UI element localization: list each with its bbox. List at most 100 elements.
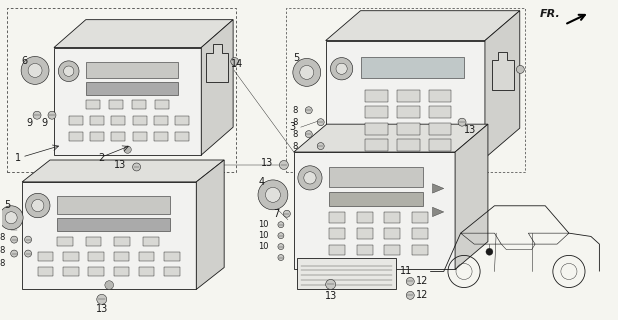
Text: 10: 10 bbox=[258, 242, 269, 251]
Polygon shape bbox=[22, 182, 197, 289]
Circle shape bbox=[97, 294, 107, 304]
Polygon shape bbox=[492, 52, 514, 90]
Bar bbox=[384, 212, 400, 222]
Text: 3: 3 bbox=[290, 122, 296, 132]
Bar bbox=[365, 139, 387, 151]
Bar bbox=[111, 116, 125, 125]
Circle shape bbox=[517, 66, 524, 73]
Polygon shape bbox=[206, 44, 228, 82]
Bar bbox=[139, 252, 154, 261]
Circle shape bbox=[326, 279, 336, 289]
Bar bbox=[143, 237, 159, 246]
Bar bbox=[384, 245, 400, 255]
Circle shape bbox=[21, 57, 49, 84]
Circle shape bbox=[11, 236, 18, 243]
Circle shape bbox=[305, 107, 312, 114]
Circle shape bbox=[25, 250, 32, 257]
Circle shape bbox=[331, 58, 353, 80]
Bar bbox=[429, 139, 452, 151]
Bar bbox=[357, 245, 373, 255]
Bar bbox=[90, 132, 104, 141]
Polygon shape bbox=[455, 124, 488, 269]
Bar bbox=[86, 237, 101, 246]
Bar bbox=[57, 219, 170, 231]
Bar bbox=[114, 267, 129, 276]
Bar bbox=[365, 106, 387, 118]
Polygon shape bbox=[201, 20, 233, 155]
Text: 8: 8 bbox=[292, 106, 298, 115]
Circle shape bbox=[124, 146, 131, 153]
Circle shape bbox=[11, 250, 18, 257]
Text: 6: 6 bbox=[21, 56, 27, 67]
Circle shape bbox=[25, 236, 32, 243]
Text: 10: 10 bbox=[258, 220, 269, 229]
Text: 1: 1 bbox=[15, 153, 21, 163]
Bar bbox=[69, 116, 83, 125]
Bar bbox=[114, 252, 129, 261]
Bar bbox=[412, 228, 428, 239]
Bar bbox=[154, 116, 168, 125]
Bar bbox=[365, 90, 387, 102]
Bar bbox=[412, 212, 428, 222]
Bar bbox=[154, 132, 168, 141]
Bar bbox=[109, 100, 123, 109]
Bar bbox=[133, 116, 146, 125]
Circle shape bbox=[278, 244, 284, 250]
Bar bbox=[365, 123, 387, 134]
Circle shape bbox=[231, 58, 239, 65]
Circle shape bbox=[133, 163, 140, 171]
Text: 14: 14 bbox=[231, 60, 243, 69]
Text: 12: 12 bbox=[417, 290, 429, 300]
Text: 12: 12 bbox=[417, 276, 429, 286]
Circle shape bbox=[266, 188, 281, 202]
Bar bbox=[63, 267, 78, 276]
Circle shape bbox=[406, 277, 414, 285]
Bar bbox=[87, 82, 178, 95]
Text: 4: 4 bbox=[259, 177, 265, 187]
Text: FR.: FR. bbox=[540, 9, 561, 19]
Bar bbox=[329, 228, 345, 239]
Polygon shape bbox=[326, 11, 520, 41]
Polygon shape bbox=[485, 11, 520, 158]
Circle shape bbox=[64, 66, 74, 76]
Text: 13: 13 bbox=[261, 158, 273, 168]
Bar bbox=[38, 267, 54, 276]
Bar bbox=[111, 132, 125, 141]
Text: 8: 8 bbox=[292, 141, 298, 151]
Bar bbox=[176, 132, 190, 141]
Text: 13: 13 bbox=[114, 160, 127, 170]
Bar bbox=[429, 106, 452, 118]
Circle shape bbox=[258, 180, 288, 210]
Circle shape bbox=[458, 118, 466, 126]
Bar bbox=[397, 106, 420, 118]
Bar bbox=[164, 252, 180, 261]
Bar bbox=[63, 252, 78, 261]
Bar bbox=[329, 212, 345, 222]
Bar bbox=[164, 267, 180, 276]
Bar bbox=[88, 252, 104, 261]
Bar bbox=[38, 252, 54, 261]
Text: 7: 7 bbox=[274, 209, 280, 219]
Circle shape bbox=[279, 161, 289, 170]
Bar bbox=[87, 61, 178, 78]
Bar bbox=[155, 100, 169, 109]
Circle shape bbox=[25, 193, 50, 218]
Text: 8: 8 bbox=[292, 130, 298, 139]
Text: 8: 8 bbox=[0, 233, 5, 242]
Circle shape bbox=[278, 254, 284, 260]
Circle shape bbox=[304, 172, 316, 184]
Bar bbox=[297, 258, 396, 289]
Bar bbox=[133, 132, 146, 141]
Bar bbox=[429, 90, 452, 102]
Circle shape bbox=[5, 212, 17, 224]
Circle shape bbox=[28, 63, 42, 77]
Bar bbox=[412, 245, 428, 255]
Bar bbox=[57, 237, 73, 246]
Bar bbox=[329, 245, 345, 255]
Circle shape bbox=[33, 111, 41, 119]
Circle shape bbox=[300, 66, 314, 79]
Circle shape bbox=[105, 281, 114, 290]
Circle shape bbox=[48, 111, 56, 119]
Polygon shape bbox=[326, 41, 485, 158]
Bar bbox=[132, 100, 146, 109]
